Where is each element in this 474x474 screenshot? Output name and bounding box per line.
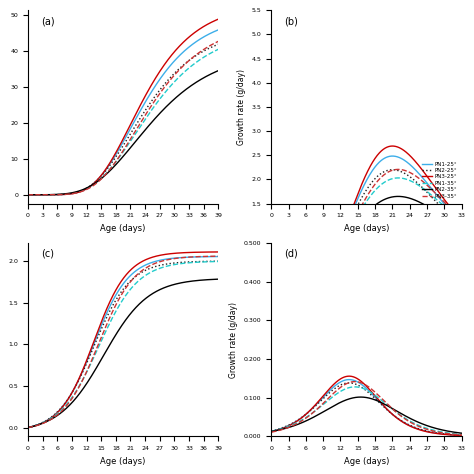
PN1-35° [377, 183, 383, 189]
PN2-35° [390, 194, 396, 200]
Line: PN3-25°: PN3-25° [271, 146, 474, 276]
PN2-25° [453, 219, 459, 225]
PN3-35° [453, 211, 459, 217]
PN1-35° [403, 176, 409, 182]
PN1-25° [403, 158, 409, 164]
PN2-25° [391, 167, 396, 173]
PN2-25° [268, 273, 274, 279]
Text: (d): (d) [284, 249, 298, 259]
PN1-35° [395, 175, 401, 181]
Text: (c): (c) [41, 249, 54, 259]
PN2-35° [453, 222, 459, 228]
PN2-25° [377, 172, 383, 177]
Text: (a): (a) [41, 16, 55, 26]
PN3-35° [268, 273, 274, 279]
PN1-35° [268, 273, 274, 279]
X-axis label: Age (days): Age (days) [344, 456, 389, 465]
Legend: PN1-25°, PN2-25°, PN3-25°, PN1-35°, PN2-35°, PN3-35°: PN1-25°, PN2-25°, PN3-25°, PN1-35°, PN2-… [419, 159, 459, 201]
PN3-35° [375, 178, 381, 183]
Text: (b): (b) [284, 16, 299, 26]
PN3-35° [377, 176, 383, 182]
PN1-35° [453, 214, 459, 219]
Y-axis label: Growth rate (g/day): Growth rate (g/day) [229, 302, 238, 378]
PN2-35° [395, 193, 401, 199]
X-axis label: Age (days): Age (days) [100, 224, 146, 233]
PN1-25° [391, 153, 396, 159]
PN1-25° [375, 161, 381, 166]
PN1-35° [375, 184, 381, 190]
Line: PN2-25°: PN2-25° [271, 170, 474, 276]
Y-axis label: Growth rate (g/day): Growth rate (g/day) [237, 69, 246, 145]
Line: PN1-35°: PN1-35° [271, 178, 474, 276]
PN3-35° [395, 166, 401, 172]
X-axis label: Age (days): Age (days) [344, 224, 389, 233]
PN1-25° [453, 215, 459, 220]
PN2-35° [268, 273, 274, 279]
PN3-35° [390, 167, 396, 173]
PN1-35° [390, 176, 396, 182]
PN1-25° [268, 273, 274, 279]
PN2-35° [375, 200, 381, 206]
PN3-25° [377, 150, 383, 155]
PN2-25° [375, 173, 381, 179]
PN3-35° [403, 168, 409, 173]
PN2-35° [377, 199, 383, 205]
Line: PN2-35°: PN2-35° [271, 196, 474, 276]
PN1-25° [377, 159, 383, 165]
Line: PN1-25°: PN1-25° [271, 156, 474, 276]
PN2-35° [403, 194, 409, 200]
PN2-25° [403, 171, 409, 177]
Line: PN3-35°: PN3-35° [271, 169, 474, 276]
PN3-25° [403, 149, 409, 155]
PN3-25° [391, 143, 396, 149]
PN3-25° [390, 143, 395, 149]
X-axis label: Age (days): Age (days) [100, 456, 146, 465]
PN2-25° [390, 167, 395, 173]
PN1-25° [390, 153, 395, 159]
PN3-25° [375, 152, 381, 157]
PN3-25° [453, 211, 459, 217]
PN3-25° [268, 273, 274, 279]
